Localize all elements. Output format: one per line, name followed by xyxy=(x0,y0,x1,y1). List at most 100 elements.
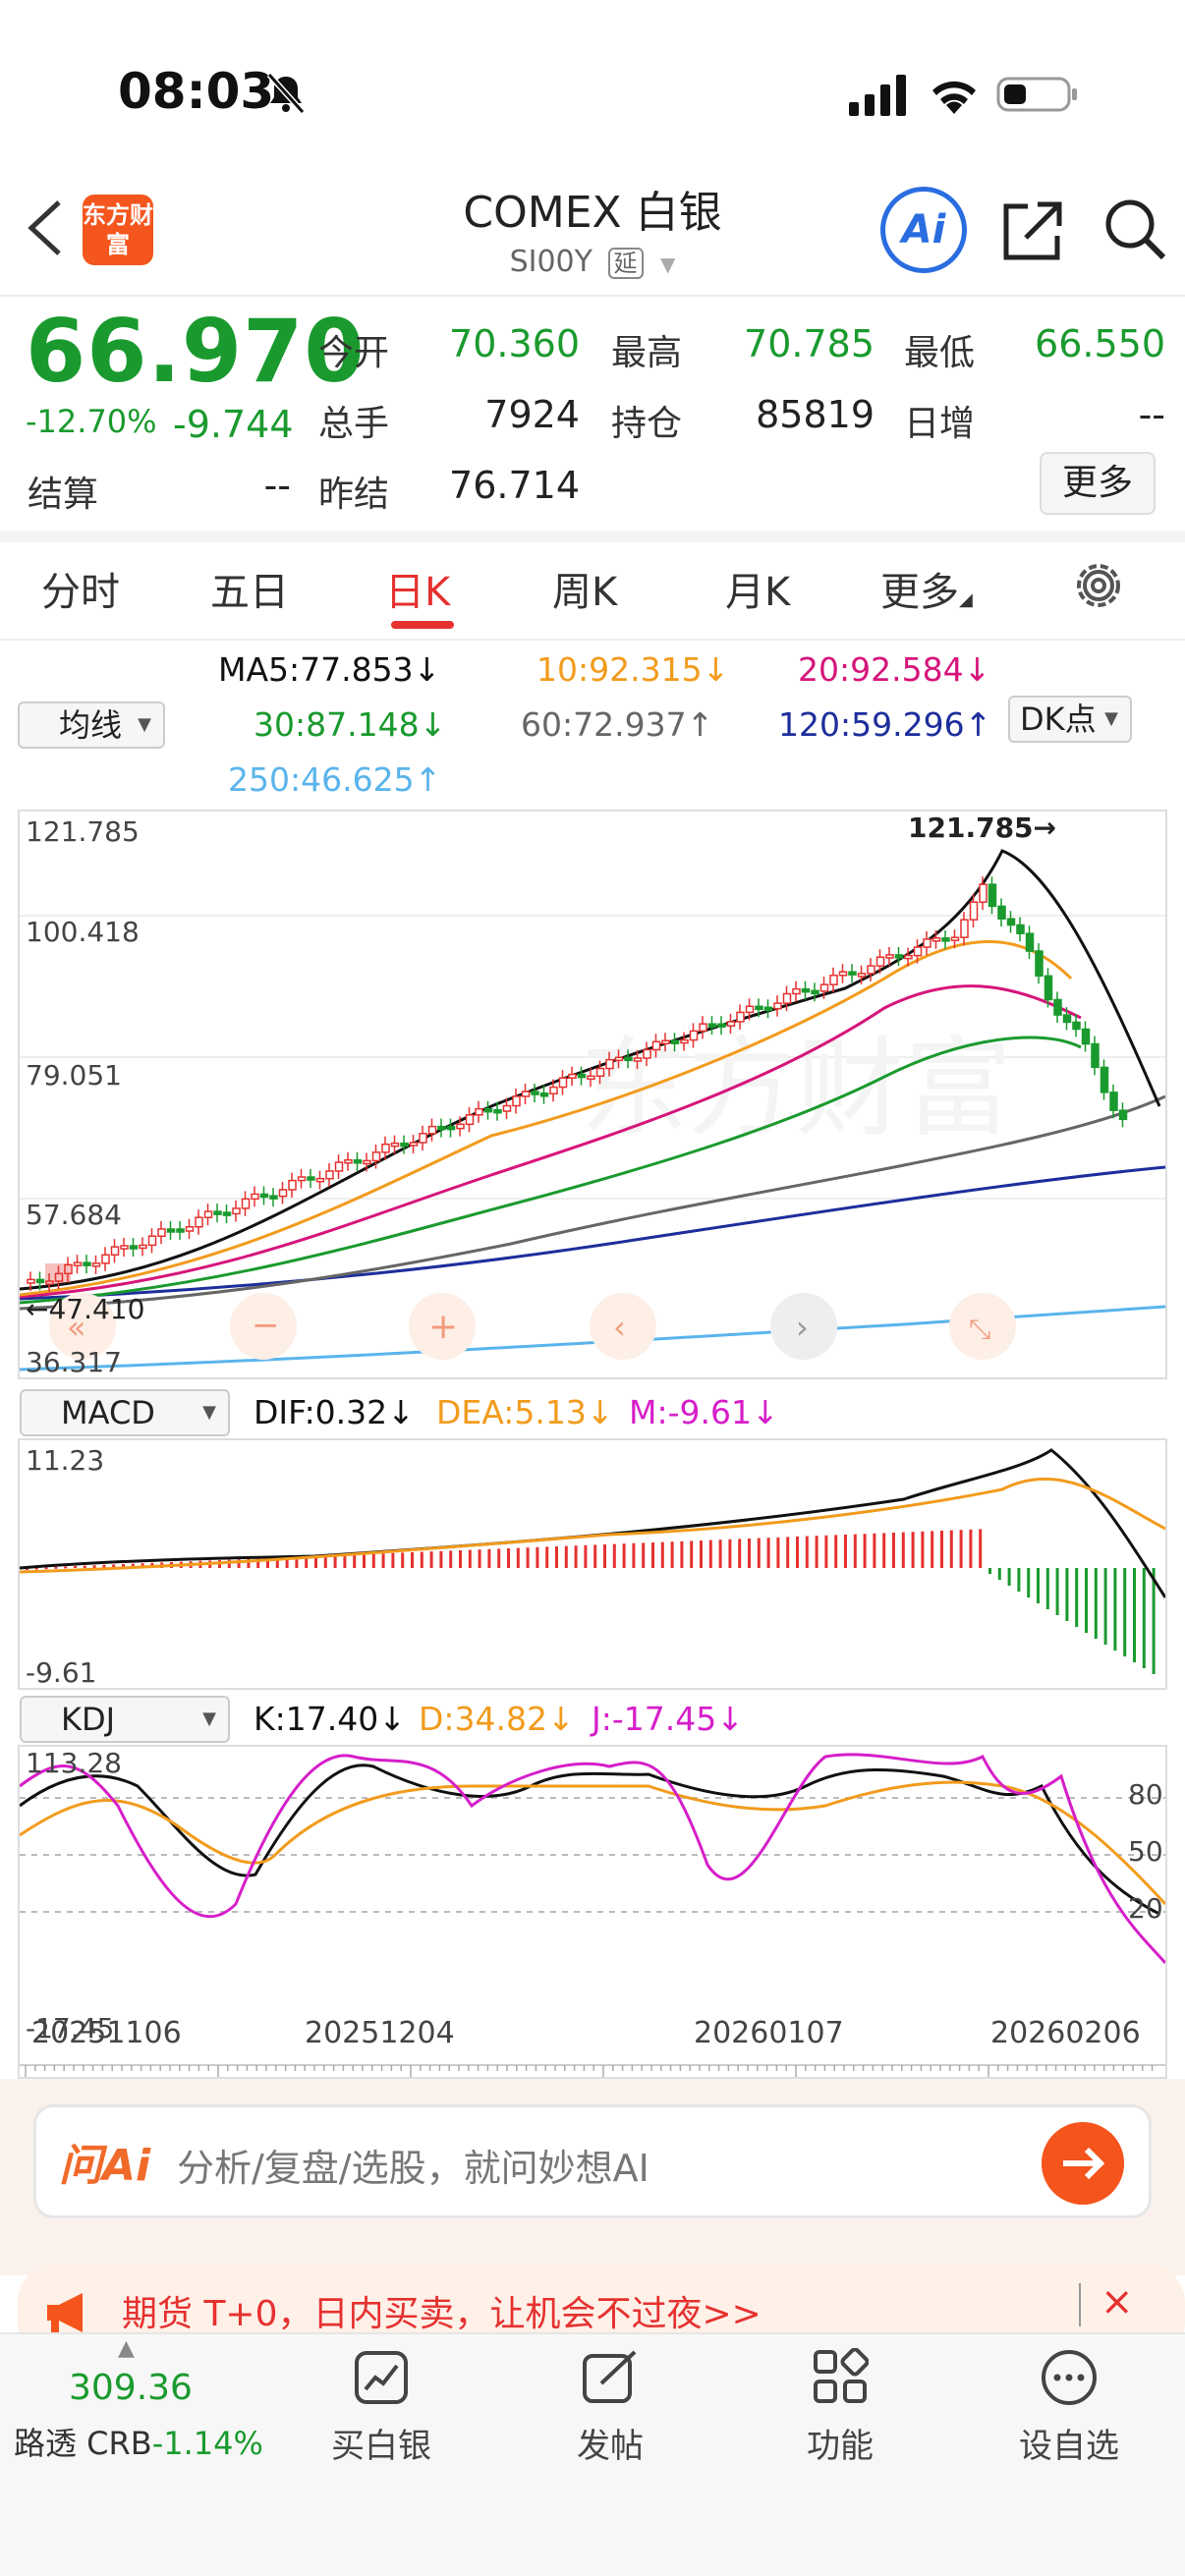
macd-bar xyxy=(131,1563,135,1568)
macd-bar xyxy=(901,1532,905,1568)
kline-chart[interactable]: 东方财富 « − + ‹ › ⤡ 121.785 100.418 79.051 … xyxy=(18,810,1167,1379)
candle-body xyxy=(381,1143,390,1153)
min-price-marker: ←47.410 xyxy=(26,1293,145,1325)
candle-body xyxy=(931,937,941,942)
candle-body xyxy=(363,1159,371,1165)
instrument-code[interactable]: SI00Y 延 ▼ xyxy=(0,244,1185,279)
y-label-1: 121.785 xyxy=(26,815,140,848)
header-divider xyxy=(0,295,1185,297)
back-icon[interactable] xyxy=(24,196,67,259)
open-interest-label: 持仓 xyxy=(611,404,683,444)
macd-bar xyxy=(824,1535,828,1568)
ma30-value: 30:87.148↓ xyxy=(254,705,447,744)
candle-body xyxy=(259,1193,269,1199)
x-label-3: 20260107 xyxy=(694,2016,844,2050)
code-text: SI00Y xyxy=(509,245,592,279)
kdj-canvas xyxy=(19,1753,1167,2077)
kdj-d: D:34.82↓ xyxy=(419,1700,575,1738)
arrow-right-icon[interactable] xyxy=(1042,2122,1124,2205)
candle-body xyxy=(1006,918,1016,926)
prev-settle-label: 昨结 xyxy=(318,475,390,515)
prev-settle-value: 76.714 xyxy=(449,464,580,507)
candle-body xyxy=(120,1245,129,1250)
more-button[interactable]: 更多 xyxy=(1040,452,1156,515)
macd-selector[interactable]: MACD xyxy=(20,1389,230,1436)
candle-body xyxy=(91,1262,101,1267)
candle-body xyxy=(232,1207,241,1215)
candle-body xyxy=(157,1228,166,1237)
macd-bar xyxy=(1142,1568,1146,1668)
chevron-down-icon: ▼ xyxy=(660,252,676,276)
ma250-value: 250:46.625↑ xyxy=(228,760,442,799)
macd-bar xyxy=(526,1547,530,1568)
candle-body xyxy=(176,1228,185,1233)
index-value[interactable]: 309.36 xyxy=(69,2368,193,2408)
macd-bar xyxy=(1133,1568,1136,1662)
volume-value: 7924 xyxy=(484,393,580,436)
candle-body xyxy=(670,1039,680,1044)
nav-buy-silver[interactable]: 买白银 xyxy=(331,2427,431,2466)
candle-body xyxy=(1035,950,1044,978)
nav-functions[interactable]: 功能 xyxy=(807,2427,874,2466)
ai-button[interactable]: Ai xyxy=(880,187,967,273)
volume-label: 总手 xyxy=(318,404,390,444)
candle-body xyxy=(1091,1042,1100,1069)
candle-body xyxy=(483,1107,493,1113)
macd-bar xyxy=(660,1541,664,1568)
candle-body xyxy=(521,1091,531,1097)
candle-body xyxy=(512,1095,521,1107)
macd-y-bottom: -9.61 xyxy=(26,1656,97,1689)
macd-chart[interactable]: 11.23 -9.61 xyxy=(18,1438,1167,1690)
macd-bar xyxy=(1055,1568,1059,1615)
share-icon[interactable] xyxy=(998,196,1067,265)
nav-post[interactable]: 发帖 xyxy=(577,2427,644,2466)
tab-intraday[interactable]: 分时 xyxy=(41,570,120,615)
macd-bar xyxy=(343,1554,347,1568)
close-icon[interactable]: × xyxy=(1100,2279,1134,2324)
macd-bar xyxy=(1037,1568,1040,1603)
macd-bar xyxy=(690,1540,694,1568)
wifi-icon xyxy=(932,81,976,114)
macd-bar xyxy=(603,1544,606,1568)
kdj-chart[interactable]: 113.28 -17.45 80 50 20 xyxy=(18,1745,1167,2079)
macd-bar xyxy=(54,1566,58,1569)
high-value: 70.785 xyxy=(744,322,875,365)
candle-body xyxy=(848,971,857,976)
kdj-selector[interactable]: KDJ xyxy=(20,1696,230,1743)
candle-body xyxy=(297,1176,307,1182)
cellular-signal-icon xyxy=(849,75,906,116)
candle-body xyxy=(736,1011,745,1023)
macd-bar xyxy=(863,1534,867,1568)
macd-bar xyxy=(516,1547,520,1568)
candle-body xyxy=(558,1077,568,1089)
ask-ai-input[interactable] xyxy=(33,2104,1152,2218)
candle-body xyxy=(475,1107,483,1116)
nav-add-watchlist[interactable]: 设自选 xyxy=(1019,2427,1119,2466)
search-icon[interactable] xyxy=(1100,195,1169,263)
tab-daily-k[interactable]: 日K xyxy=(385,570,451,615)
macd-bar xyxy=(622,1543,626,1568)
macd-y-top: 11.23 xyxy=(26,1444,105,1477)
index-name[interactable]: 路透 CRB-1.14% xyxy=(14,2425,263,2462)
macd-histogram xyxy=(26,1529,1156,1674)
gear-icon[interactable] xyxy=(1069,556,1128,615)
functions-grid-icon xyxy=(814,2348,869,2403)
tab-monthly-k[interactable]: 月K xyxy=(725,570,791,615)
candle-body xyxy=(960,919,969,938)
dk-point-button[interactable]: DK点 xyxy=(1008,696,1132,743)
delay-badge: 延 xyxy=(607,248,644,279)
post-icon xyxy=(583,2350,637,2403)
macd-bar xyxy=(574,1545,578,1568)
tab-more[interactable]: 更多◢ xyxy=(880,570,973,615)
macd-bar xyxy=(632,1542,636,1568)
tab-weekly-k[interactable]: 周K xyxy=(552,570,618,615)
candle-body xyxy=(717,1023,726,1028)
up-caret-icon: ▲ xyxy=(118,2336,135,2361)
ma-selector[interactable]: 均线 xyxy=(18,701,165,749)
chart-nav-controls[interactable]: « − + ‹ › ⤡ xyxy=(49,1293,1016,1360)
candle-body xyxy=(577,1073,587,1079)
open-label: 今开 xyxy=(318,333,390,373)
candle-body xyxy=(195,1216,203,1228)
tab-five-day[interactable]: 五日 xyxy=(210,570,289,615)
candle-body xyxy=(857,973,867,978)
